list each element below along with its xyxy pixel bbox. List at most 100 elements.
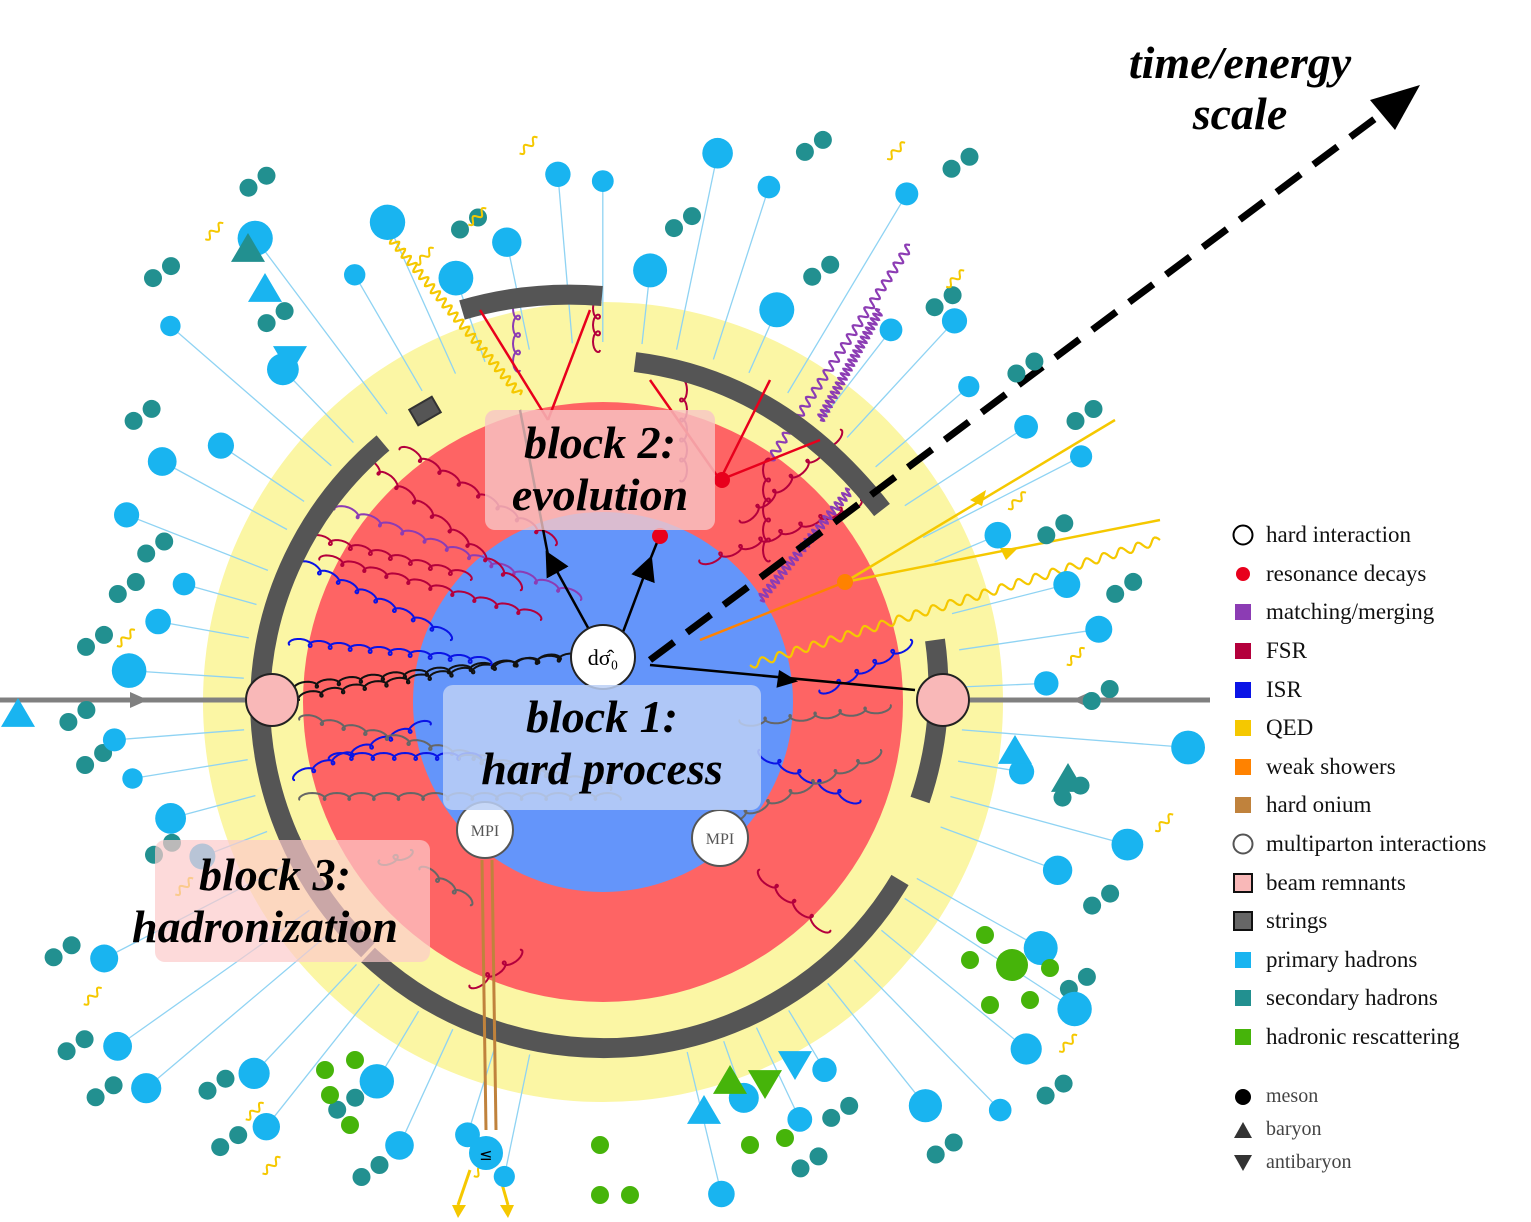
primary-hadron [102,728,126,752]
primary-hadron [787,1107,813,1132]
secondary-hadron [275,302,294,321]
photon-lines [377,224,1161,669]
secondary-hadron [665,219,683,238]
secondary-hadron [1055,514,1074,533]
legend-swatch [1232,833,1254,855]
legend-swatch [1232,1026,1254,1048]
photon-line [377,224,523,396]
hadron-track [959,626,1101,651]
circle-icon [1232,1086,1254,1108]
qed-photon [1058,1033,1078,1053]
rescattered-hadron [996,949,1028,981]
shape-legend-label: meson [1266,1085,1319,1107]
hadron-track [386,221,457,374]
legend-label: QED [1266,715,1314,741]
primary-hadron [1085,615,1113,643]
secondary-hadron [451,220,469,239]
primary-hadron [147,447,177,476]
qed-photon [945,269,965,289]
rescattered-hadron [321,1086,339,1104]
qed-photon [886,141,906,161]
baryon [687,1095,721,1124]
gluon-line [756,868,832,934]
primary-hadron [160,315,181,337]
time-label-line2: scale [1192,87,1288,139]
hadron-track [846,319,956,438]
rescattered-hadron [741,1136,759,1154]
secondary-hadron [346,1088,365,1107]
legend-item: primary hadrons [1232,941,1531,980]
qed-photon [245,1101,264,1121]
primary-hadron [1057,991,1092,1027]
hadron-track [922,455,1083,539]
rescattered-hadron [1021,991,1039,1009]
secondary-hadron [813,130,832,149]
hadron-track [880,929,1028,1050]
primary-hadron [702,137,733,169]
hadron-track [853,959,1002,1112]
primary-hadron [438,260,474,296]
resonance-dot [652,528,668,544]
secondary-hadron [1007,364,1026,383]
secondary-hadron [1053,788,1072,807]
secondary-hadron [44,948,63,967]
primary-hadron [908,1089,943,1123]
primary-hadron [1014,414,1038,439]
legend-label: strings [1266,908,1328,934]
hadron-track [875,385,970,468]
legend-swatch [1232,987,1254,1009]
hadron-track [169,325,332,467]
qed-photon [415,246,434,266]
primary-hadron [708,1180,735,1208]
rescattered-hadron [591,1186,609,1204]
secondary-hadron [925,298,944,317]
legend-label: secondary hadrons [1266,985,1438,1011]
qed-photon [204,221,224,241]
hadron-track [951,582,1069,615]
primary-hadron [812,1057,837,1083]
baryon [231,233,265,262]
mpi-label: MPI [471,823,499,840]
primary-hadron [1010,1033,1042,1065]
secondary-hadron [86,1088,105,1107]
secondary-hadron [840,1096,859,1115]
onium-hadron: ≤ [469,1136,503,1170]
hadron-track [156,619,249,639]
baryon [713,1065,747,1094]
rescattered-hadron [981,996,999,1014]
shape-legend-item: meson [1232,1080,1432,1113]
block3-label: block 3: hadronization [132,849,398,952]
hadron-track [675,151,720,350]
legend-label: FSR [1266,638,1307,664]
hadron-track [182,582,257,606]
secondary-hadron [943,286,962,305]
shape-legend-label: baryon [1266,1118,1322,1140]
primary-hadron [988,1098,1012,1122]
beam-remnant-left [245,673,299,727]
resonance-dot [714,472,730,488]
secondary-hadron [822,1108,841,1127]
hadron-track [950,795,1129,846]
legend-swatch [1232,717,1254,739]
legend-item: hard onium [1232,786,1531,825]
legend-label: hard interaction [1266,522,1411,548]
qed-photon [1007,491,1027,511]
string-top [459,284,603,320]
weak-lines [699,418,1161,642]
rescattered-hadron [346,1051,364,1069]
qed-photon [519,135,538,156]
string-stub [407,395,443,427]
rescattered-hadron [961,951,979,969]
gluon-line [468,948,524,990]
secondary-hadron [59,713,78,731]
antibaryon [778,1051,812,1080]
shape-legend-label: antibaryon [1266,1151,1352,1173]
secondary-hadron [926,1145,945,1164]
legend: hard interaction resonance decays matching… [1232,516,1531,1056]
primary-hadron [1023,931,1058,965]
gluon-line [298,560,454,642]
legend-label: hard onium [1266,792,1372,818]
secondary-hadron [162,257,180,276]
secondary-hadron [142,399,161,418]
gluon-line [761,457,772,563]
